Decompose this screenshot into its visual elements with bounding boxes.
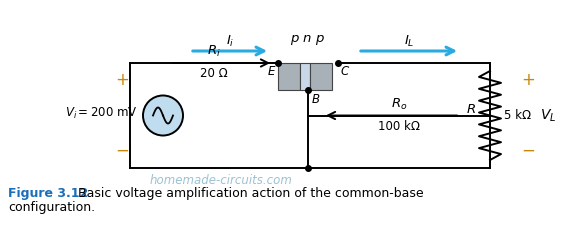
Text: Basic voltage amplification action of the common-base: Basic voltage amplification action of th… (66, 188, 424, 200)
Text: $R$: $R$ (466, 103, 476, 116)
Text: $C$: $C$ (340, 65, 350, 78)
Text: −: − (115, 142, 129, 160)
Text: $p\ n\ p$: $p\ n\ p$ (290, 33, 325, 47)
Text: $E$: $E$ (267, 65, 276, 78)
Text: homemade-circuits.com: homemade-circuits.com (150, 174, 293, 187)
Text: −: − (521, 142, 535, 160)
Text: $R_i$: $R_i$ (207, 44, 221, 59)
Text: configuration.: configuration. (8, 202, 95, 214)
Bar (278, 63, 300, 90)
Text: +: + (115, 71, 129, 89)
Text: $V_L$: $V_L$ (540, 107, 557, 124)
Text: $I_L$: $I_L$ (404, 34, 414, 49)
Text: $R_o$: $R_o$ (391, 96, 407, 111)
Text: 5 kΩ: 5 kΩ (504, 109, 531, 122)
Bar (300, 63, 310, 90)
Text: $V_i = 200\ \mathrm{mV}$: $V_i = 200\ \mathrm{mV}$ (66, 106, 138, 121)
Text: 20 Ω: 20 Ω (200, 67, 228, 80)
Text: $B$: $B$ (311, 93, 320, 106)
Circle shape (143, 95, 183, 135)
Text: Figure 3.12: Figure 3.12 (8, 188, 88, 200)
Bar (310, 63, 332, 90)
Text: $I_i$: $I_i$ (226, 34, 234, 49)
Text: 100 kΩ: 100 kΩ (378, 119, 420, 133)
Text: +: + (521, 71, 535, 89)
